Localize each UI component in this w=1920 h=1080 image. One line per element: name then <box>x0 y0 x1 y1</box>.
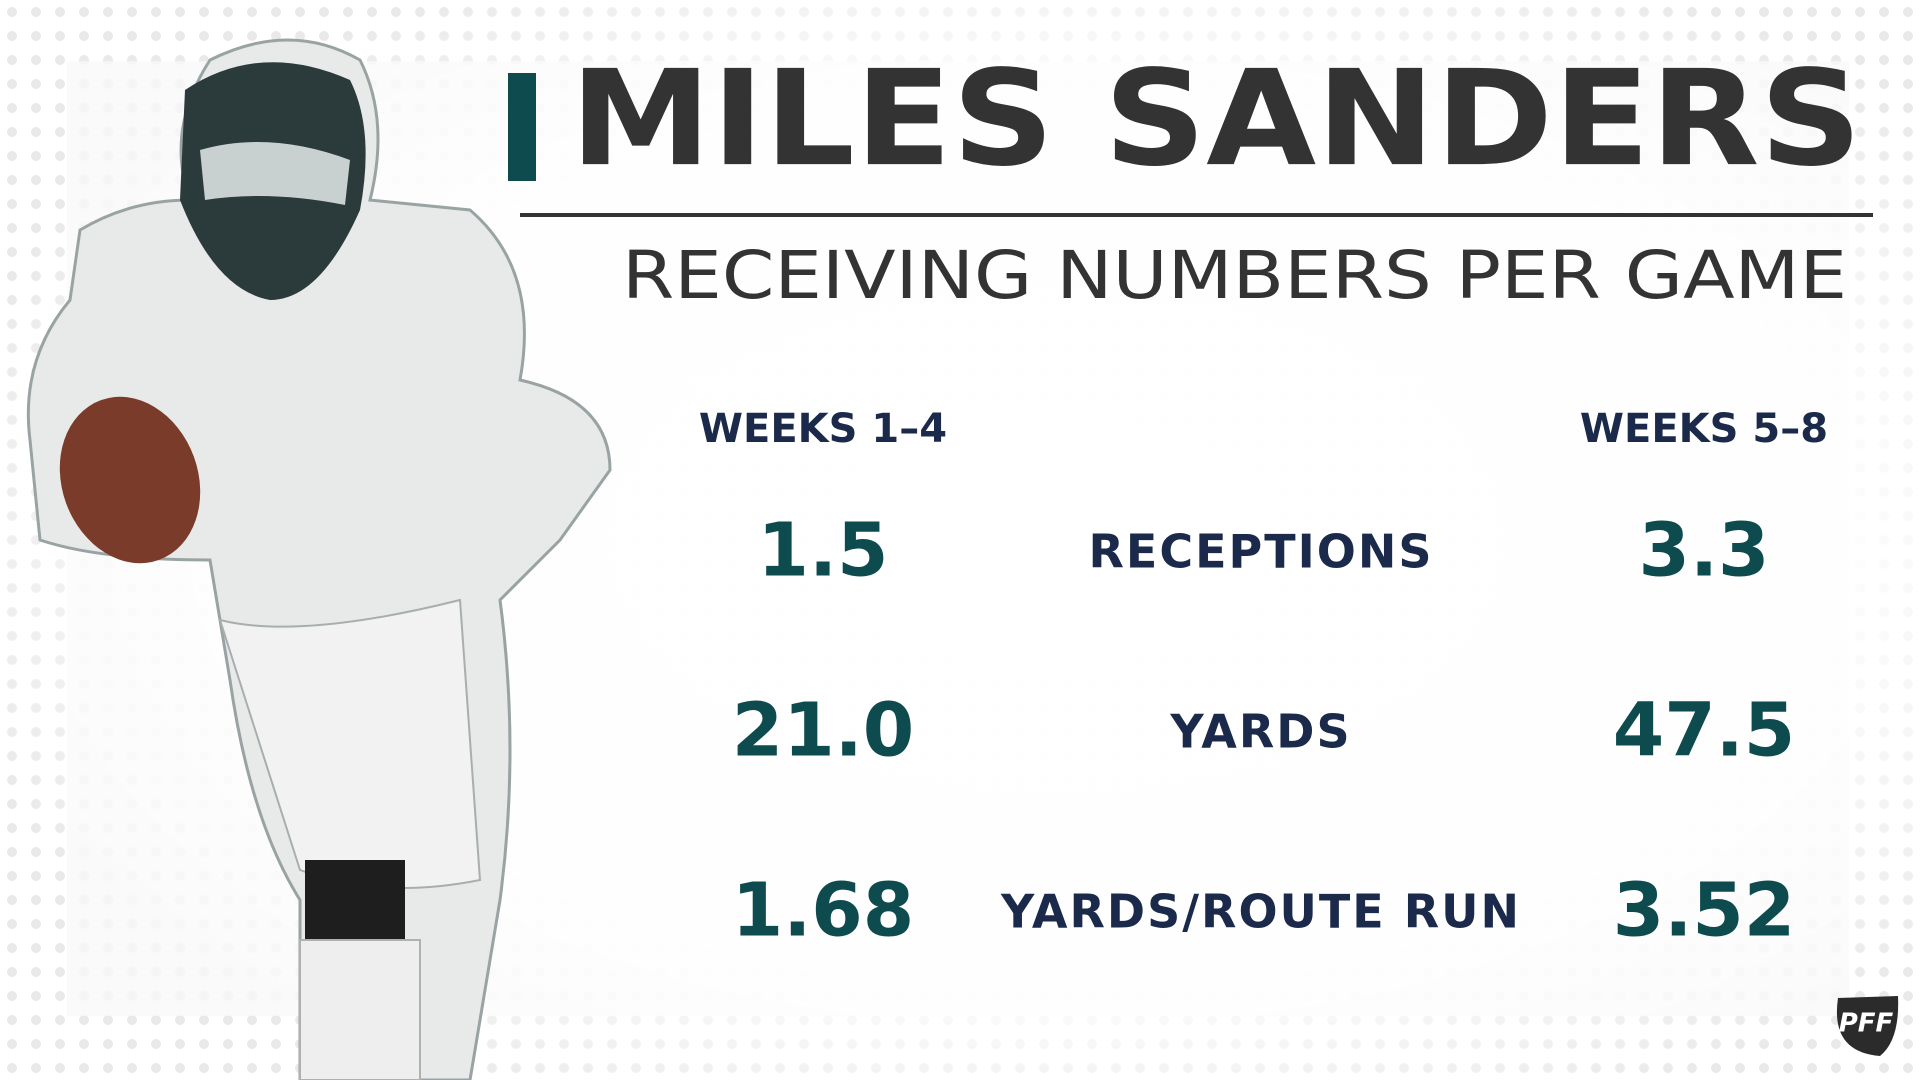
row-label: RECEPTIONS <box>1089 525 1434 579</box>
column-header: WEEKS 5–8 <box>1580 406 1828 452</box>
logo: PFF <box>1836 996 1899 1056</box>
stats-table: WEEKS 1–4 WEEKS 5–8 RECEPTIONS 1.5 3.3 YARDS 2… <box>699 406 1828 954</box>
column-header: WEEKS 1–4 <box>699 406 947 452</box>
title-accent <box>508 73 536 181</box>
stat-value: 1.5 <box>757 508 888 594</box>
row-label: YARDS/ROUTE RUN <box>1000 885 1521 939</box>
stat-value: 21.0 <box>732 688 915 774</box>
stat-value: 47.5 <box>1613 688 1796 774</box>
logo-text: PFF <box>1839 1009 1894 1039</box>
stat-value: 3.3 <box>1638 508 1769 594</box>
player-figure <box>26 38 612 1080</box>
row-label: YARDS <box>1169 705 1351 759</box>
stat-value: 1.68 <box>732 868 915 954</box>
subtitle: RECEIVING NUMBERS PER GAME <box>622 237 1847 314</box>
stat-value: 3.52 <box>1613 868 1796 954</box>
title: MILES SANDERS <box>570 42 1862 196</box>
